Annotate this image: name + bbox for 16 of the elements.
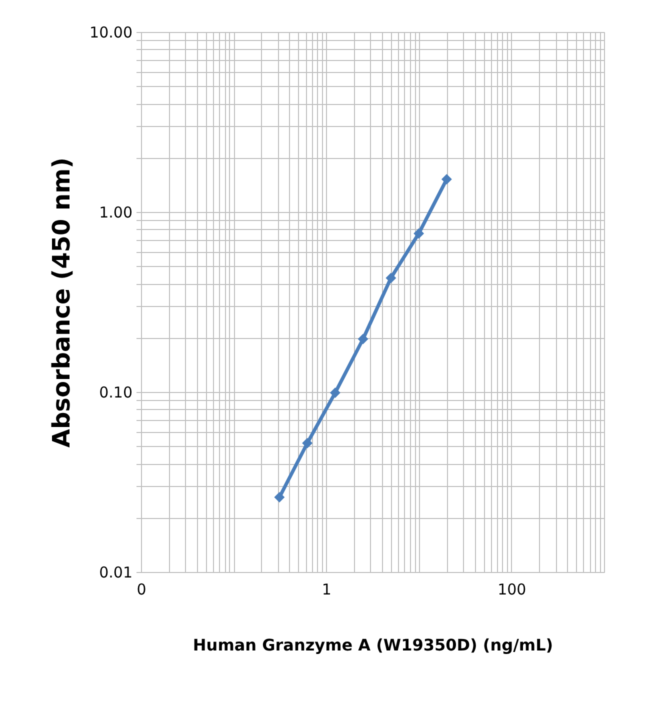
y-tick-label: 0.01 — [99, 564, 132, 582]
point — [441, 174, 452, 185]
x-tick-label: 1 — [322, 580, 332, 598]
x-axis-title: Human Granzyme A (W19350D) (ng/mL) — [192, 636, 554, 654]
x-tick-label: 100 — [498, 580, 526, 598]
point — [330, 388, 340, 398]
point — [386, 272, 396, 284]
y-tick-label: 1.00 — [99, 204, 132, 222]
point — [414, 228, 424, 239]
y-tick-label: 10.00 — [90, 24, 132, 42]
y-tick-label: 0.10 — [99, 384, 132, 402]
y-axis-title: Absorbance (450 nm) — [48, 157, 76, 448]
point — [302, 438, 313, 448]
point — [274, 492, 285, 503]
point — [358, 334, 368, 344]
x-tick-label: 0 — [136, 580, 146, 598]
